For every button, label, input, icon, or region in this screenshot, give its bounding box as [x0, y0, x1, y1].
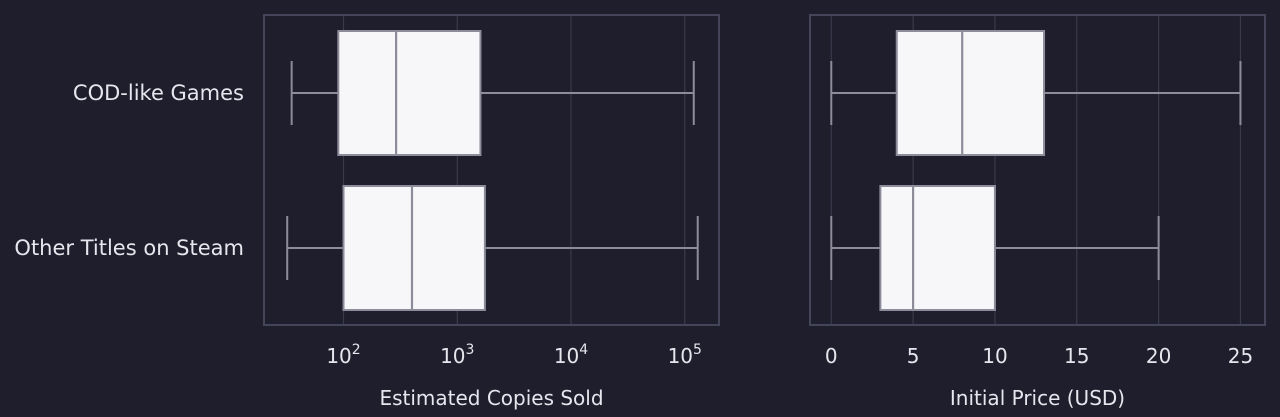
box-2	[830, 185, 1160, 311]
chart-panel-2: 0 5 10 15 20 25 Initial Price (USD)	[809, 14, 1266, 410]
box-iqr	[895, 30, 1046, 156]
box-iqr	[342, 185, 486, 311]
x-axis-title: Initial Price (USD)	[950, 386, 1125, 410]
chart-panel-1: 102 103 104 105 Estimated Copies Sold	[263, 14, 720, 410]
x-tick-label: 15	[1064, 344, 1089, 368]
box-iqr	[879, 185, 996, 311]
x-tick-label: 5	[907, 344, 920, 368]
x-tick-label: 105	[668, 342, 702, 368]
box-1	[290, 30, 695, 156]
plot-frame	[809, 14, 1266, 326]
x-tick-label: 10	[982, 344, 1007, 368]
x-tick-label: 103	[440, 342, 474, 368]
plot-frame	[263, 14, 720, 326]
y-tick-label: Other Titles on Steam	[14, 236, 244, 260]
x-axis-title: Estimated Copies Sold	[379, 386, 603, 410]
box-2	[286, 185, 699, 311]
x-tick-label: 0	[825, 344, 838, 368]
box-1	[830, 30, 1242, 156]
x-tick-label: 102	[326, 342, 360, 368]
x-tick-label: 25	[1228, 344, 1253, 368]
x-tick-label: 20	[1146, 344, 1171, 368]
y-tick-label: COD-like Games	[73, 81, 244, 105]
x-tick-label: 104	[554, 342, 588, 368]
box-iqr	[337, 30, 482, 156]
